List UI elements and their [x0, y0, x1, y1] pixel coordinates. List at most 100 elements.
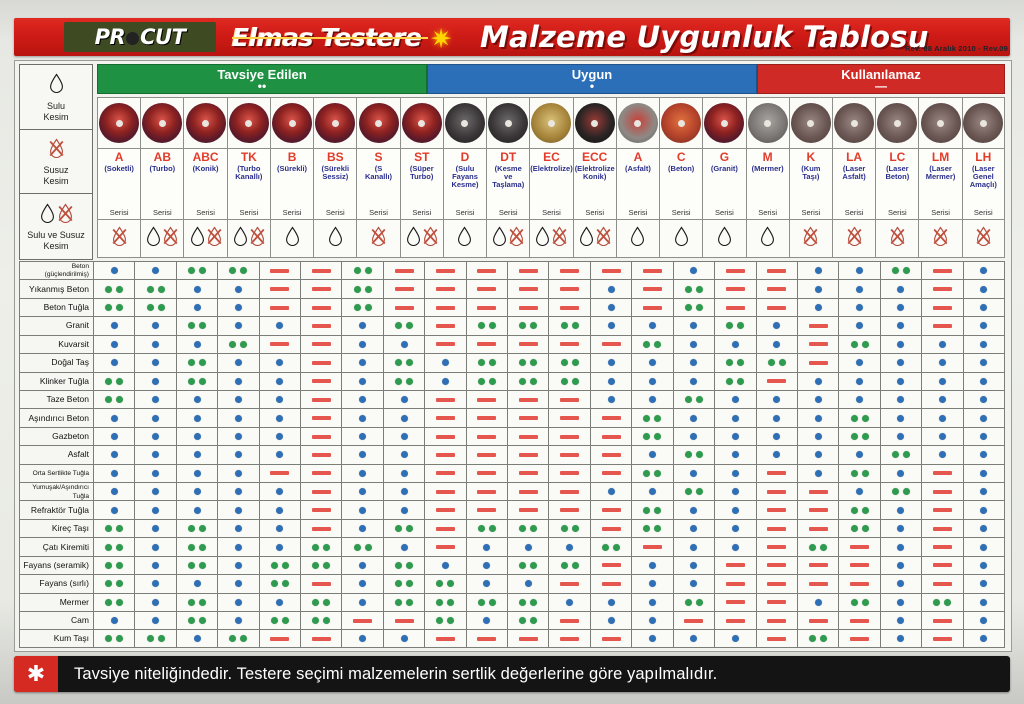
matrix-cell[interactable] [175, 334, 218, 354]
matrix-cell[interactable] [134, 389, 176, 409]
matrix-cell[interactable] [258, 518, 301, 538]
matrix-cell[interactable] [672, 261, 715, 280]
matrix-cell[interactable] [341, 611, 383, 630]
matrix-cell[interactable] [838, 611, 880, 630]
matrix-cell[interactable] [838, 537, 880, 556]
matrix-cell[interactable] [714, 611, 756, 630]
matrix-cell[interactable] [382, 389, 425, 409]
column-header-cell[interactable]: M (Mermer) Serisi [745, 149, 789, 220]
matrix-cell[interactable] [300, 334, 342, 354]
matrix-cell[interactable] [93, 482, 135, 501]
matrix-cell[interactable] [507, 261, 549, 280]
matrix-cell[interactable] [796, 629, 839, 648]
matrix-cell[interactable] [589, 537, 632, 556]
matrix-cell[interactable] [175, 389, 218, 409]
matrix-cell[interactable] [838, 353, 880, 372]
matrix-cell[interactable] [300, 611, 342, 630]
matrix-cell[interactable] [879, 537, 922, 556]
matrix-cell[interactable] [631, 297, 673, 317]
matrix-cell[interactable] [424, 500, 466, 519]
matrix-cell[interactable] [93, 592, 135, 612]
matrix-cell[interactable] [217, 463, 259, 483]
matrix-cell[interactable] [258, 629, 301, 648]
matrix-cell[interactable] [714, 463, 756, 483]
matrix-cell[interactable] [424, 334, 466, 354]
matrix-cell[interactable] [258, 279, 301, 298]
matrix-cell[interactable] [755, 279, 797, 298]
matrix-cell[interactable] [300, 353, 342, 372]
matrix-cell[interactable] [548, 371, 590, 390]
matrix-cell[interactable] [424, 408, 466, 427]
matrix-cell[interactable] [714, 592, 756, 612]
matrix-cell[interactable] [424, 389, 466, 409]
matrix-cell[interactable] [755, 261, 797, 280]
matrix-cell[interactable] [341, 629, 383, 648]
matrix-cell[interactable] [300, 261, 342, 280]
matrix-cell[interactable] [382, 408, 425, 427]
matrix-cell[interactable] [921, 261, 963, 280]
matrix-cell[interactable] [93, 297, 135, 317]
matrix-cell[interactable] [672, 463, 715, 483]
matrix-cell[interactable] [755, 629, 797, 648]
matrix-cell[interactable] [175, 629, 218, 648]
matrix-cell[interactable] [382, 611, 425, 630]
matrix-cell[interactable] [921, 611, 963, 630]
matrix-cell[interactable] [714, 261, 756, 280]
matrix-cell[interactable] [93, 279, 135, 298]
matrix-cell[interactable] [300, 592, 342, 612]
matrix-cell[interactable] [838, 261, 880, 280]
matrix-cell[interactable] [548, 482, 590, 501]
matrix-cell[interactable] [589, 463, 632, 483]
matrix-cell[interactable] [134, 371, 176, 390]
matrix-cell[interactable] [796, 574, 839, 593]
matrix-cell[interactable] [548, 463, 590, 483]
matrix-cell[interactable] [424, 482, 466, 501]
matrix-cell[interactable] [175, 592, 218, 612]
matrix-cell[interactable] [382, 555, 425, 575]
matrix-cell[interactable] [341, 482, 383, 501]
matrix-cell[interactable] [175, 463, 218, 483]
matrix-cell[interactable] [755, 592, 797, 612]
matrix-cell[interactable] [424, 445, 466, 464]
matrix-cell[interactable] [258, 445, 301, 464]
matrix-cell[interactable] [465, 592, 508, 612]
matrix-cell[interactable] [714, 574, 756, 593]
matrix-cell[interactable] [341, 353, 383, 372]
matrix-cell[interactable] [672, 518, 715, 538]
matrix-cell[interactable] [507, 445, 549, 464]
matrix-cell[interactable] [921, 463, 963, 483]
matrix-cell[interactable] [217, 297, 259, 317]
matrix-cell[interactable] [507, 334, 549, 354]
matrix-cell[interactable] [382, 463, 425, 483]
matrix-cell[interactable] [548, 611, 590, 630]
matrix-cell[interactable] [548, 574, 590, 593]
matrix-cell[interactable] [175, 445, 218, 464]
matrix-cell[interactable] [796, 279, 839, 298]
matrix-cell[interactable] [217, 445, 259, 464]
column-header-cell[interactable]: G (Granit) Serisi [702, 149, 746, 220]
matrix-cell[interactable] [879, 279, 922, 298]
matrix-cell[interactable] [548, 426, 590, 446]
matrix-cell[interactable] [672, 537, 715, 556]
matrix-cell[interactable] [714, 500, 756, 519]
matrix-cell[interactable] [341, 334, 383, 354]
column-header-cell[interactable]: LM (Laser Mermer) Serisi [918, 149, 962, 220]
matrix-cell[interactable] [962, 261, 1005, 280]
column-header-cell[interactable]: A (Soketli) Serisi [97, 149, 141, 220]
matrix-cell[interactable] [796, 426, 839, 446]
matrix-cell[interactable] [134, 555, 176, 575]
matrix-cell[interactable] [465, 261, 508, 280]
matrix-cell[interactable] [921, 482, 963, 501]
matrix-cell[interactable] [796, 297, 839, 317]
matrix-cell[interactable] [631, 279, 673, 298]
matrix-cell[interactable] [631, 537, 673, 556]
matrix-cell[interactable] [341, 261, 383, 280]
matrix-cell[interactable] [382, 353, 425, 372]
matrix-cell[interactable] [341, 426, 383, 446]
matrix-cell[interactable] [962, 518, 1005, 538]
column-header-cell[interactable]: BS (Sürekli Sessiz) Serisi [313, 149, 357, 220]
matrix-cell[interactable] [631, 445, 673, 464]
matrix-cell[interactable] [879, 629, 922, 648]
matrix-cell[interactable] [921, 316, 963, 335]
matrix-cell[interactable] [921, 426, 963, 446]
